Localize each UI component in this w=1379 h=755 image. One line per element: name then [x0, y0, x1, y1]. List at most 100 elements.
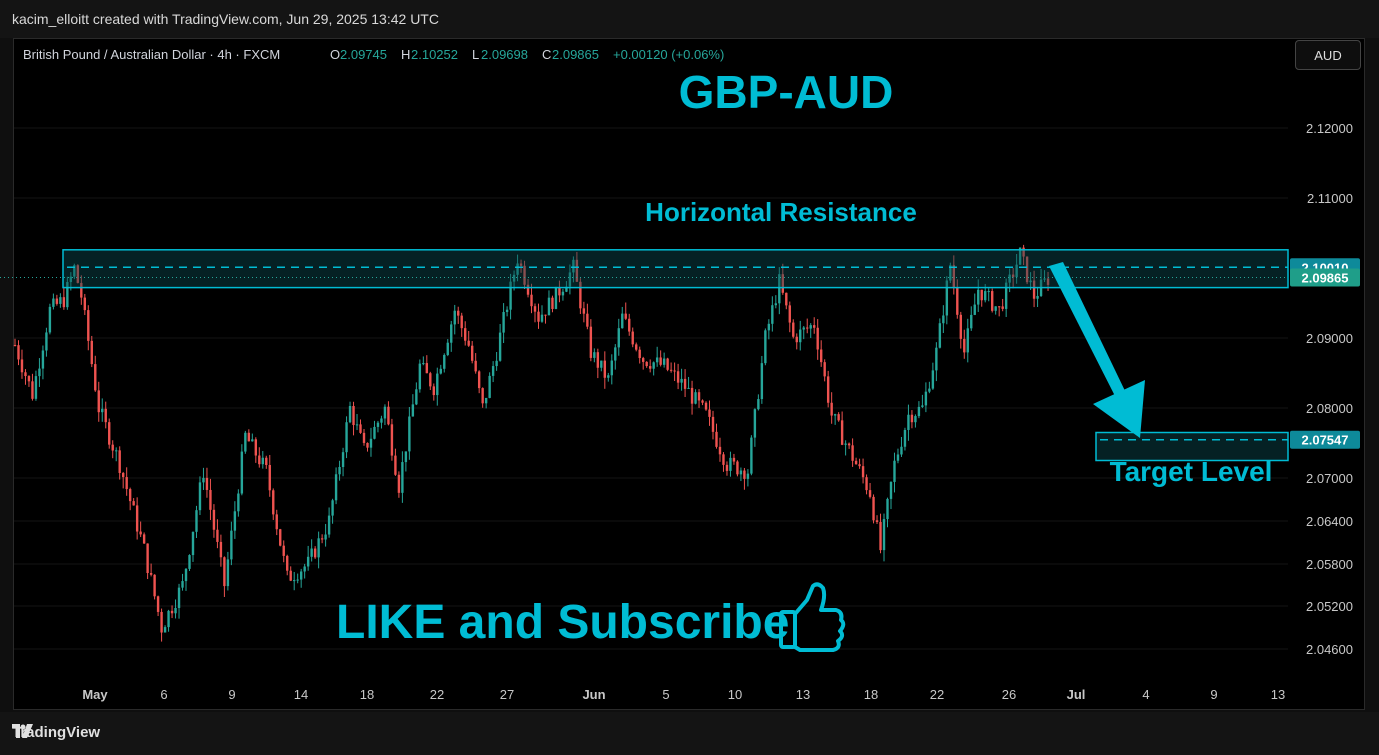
candle-body [251, 439, 254, 442]
candle-body [216, 529, 219, 542]
chart-panel[interactable] [13, 38, 1365, 710]
candle-body [27, 376, 31, 382]
time-tick-label: 26 [1002, 687, 1016, 702]
candle-body [1046, 278, 1050, 285]
resistance-label: Horizontal Resistance [645, 197, 917, 227]
price-badge-label: 2.07547 [1302, 433, 1349, 448]
candle-body [565, 286, 568, 292]
candle-body [457, 310, 460, 316]
candle-body [1043, 278, 1046, 280]
candle-body [198, 482, 202, 511]
candle-body [195, 510, 198, 532]
candle-body [408, 416, 411, 452]
candle-body [928, 388, 931, 392]
candle-body [1008, 274, 1011, 283]
candle-body [13, 345, 17, 346]
candle-body [401, 462, 404, 493]
time-tick-label: 10 [728, 687, 742, 702]
candle-body [935, 347, 938, 371]
candle-body [331, 500, 334, 516]
candle-body [209, 489, 212, 510]
candle-body [369, 438, 373, 448]
candle-body [725, 464, 729, 471]
candle-body [488, 375, 491, 398]
candle-body [453, 310, 456, 325]
candle-body [792, 322, 795, 337]
candle-body [959, 314, 962, 339]
price-badge [1290, 430, 1360, 449]
candle-body [142, 534, 146, 544]
candle-body [785, 292, 788, 306]
candle-body [313, 548, 317, 558]
candle-body [240, 451, 244, 494]
candle-body [833, 414, 837, 416]
candle-body [589, 326, 593, 358]
price-tick-label: 2.12000 [1306, 121, 1353, 136]
candle-body [645, 361, 648, 367]
candle-body [258, 455, 261, 465]
candle-body [467, 340, 470, 346]
candle-body [265, 457, 268, 465]
candle-body [153, 574, 156, 597]
candle-body [917, 406, 921, 417]
candle-body [376, 422, 380, 427]
candle-body [45, 332, 48, 351]
candle-body [924, 391, 928, 406]
candle-body [1011, 274, 1015, 278]
candle-body [673, 370, 676, 372]
credit-bar: kacim_elloitt created with TradingView.c… [0, 0, 1379, 38]
time-tick-label: 18 [360, 687, 374, 702]
candle-body [317, 538, 320, 558]
brand[interactable]: TradingView [12, 724, 100, 741]
candle-body [781, 274, 784, 293]
candle-body [788, 305, 791, 323]
candle-body [411, 404, 415, 417]
high-label: H [401, 47, 410, 62]
currency-button[interactable]: AUD [1295, 40, 1361, 70]
candle-body [177, 587, 181, 608]
candle-body [163, 627, 167, 633]
cta-text: LIKE and Subscribe [336, 596, 789, 649]
candle-body [470, 345, 474, 361]
candle-body [390, 424, 394, 456]
candle-body [191, 531, 195, 556]
candle-body [170, 610, 174, 614]
candle-body [628, 318, 631, 332]
candle-body [837, 414, 840, 421]
candle-body [233, 511, 237, 531]
candle-body [729, 457, 732, 471]
candle-body [579, 281, 582, 309]
candle-body [914, 416, 917, 423]
candle-body [540, 314, 544, 322]
candle-body [743, 470, 746, 479]
candle-body [757, 399, 760, 410]
candle-body [854, 460, 858, 465]
chart-svg[interactable]: British Pound / Australian Dollar · 4h ·… [0, 0, 1379, 712]
candle-body [498, 332, 502, 361]
candle-body [1036, 295, 1039, 299]
candle-body [994, 306, 997, 311]
candle-body [338, 466, 341, 475]
price-axis: 2.12000 2.11000 2.09000 2.08000 2.07000 2.064… [1290, 121, 1360, 657]
candle-body [666, 358, 669, 370]
tradingview-logo-icon [12, 724, 33, 738]
candle-body [614, 347, 617, 361]
candle-body [450, 324, 453, 343]
candle-body [1018, 247, 1022, 265]
candle-body [690, 387, 694, 404]
time-tick-label: 13 [796, 687, 810, 702]
candle-body [205, 477, 209, 490]
candle-body [394, 455, 397, 475]
candle-body [547, 297, 551, 316]
candle-body [125, 477, 128, 490]
candle-body [844, 443, 847, 445]
candle-body [879, 521, 882, 551]
candle-body [551, 297, 554, 309]
candle-body [865, 477, 868, 491]
candle-body [118, 450, 121, 473]
candle-body [572, 259, 575, 273]
resistance-zone [62, 249, 1289, 289]
candle-body [942, 315, 945, 324]
open-label: O [330, 47, 340, 62]
price-tick-label: 2.09000 [1306, 331, 1353, 346]
